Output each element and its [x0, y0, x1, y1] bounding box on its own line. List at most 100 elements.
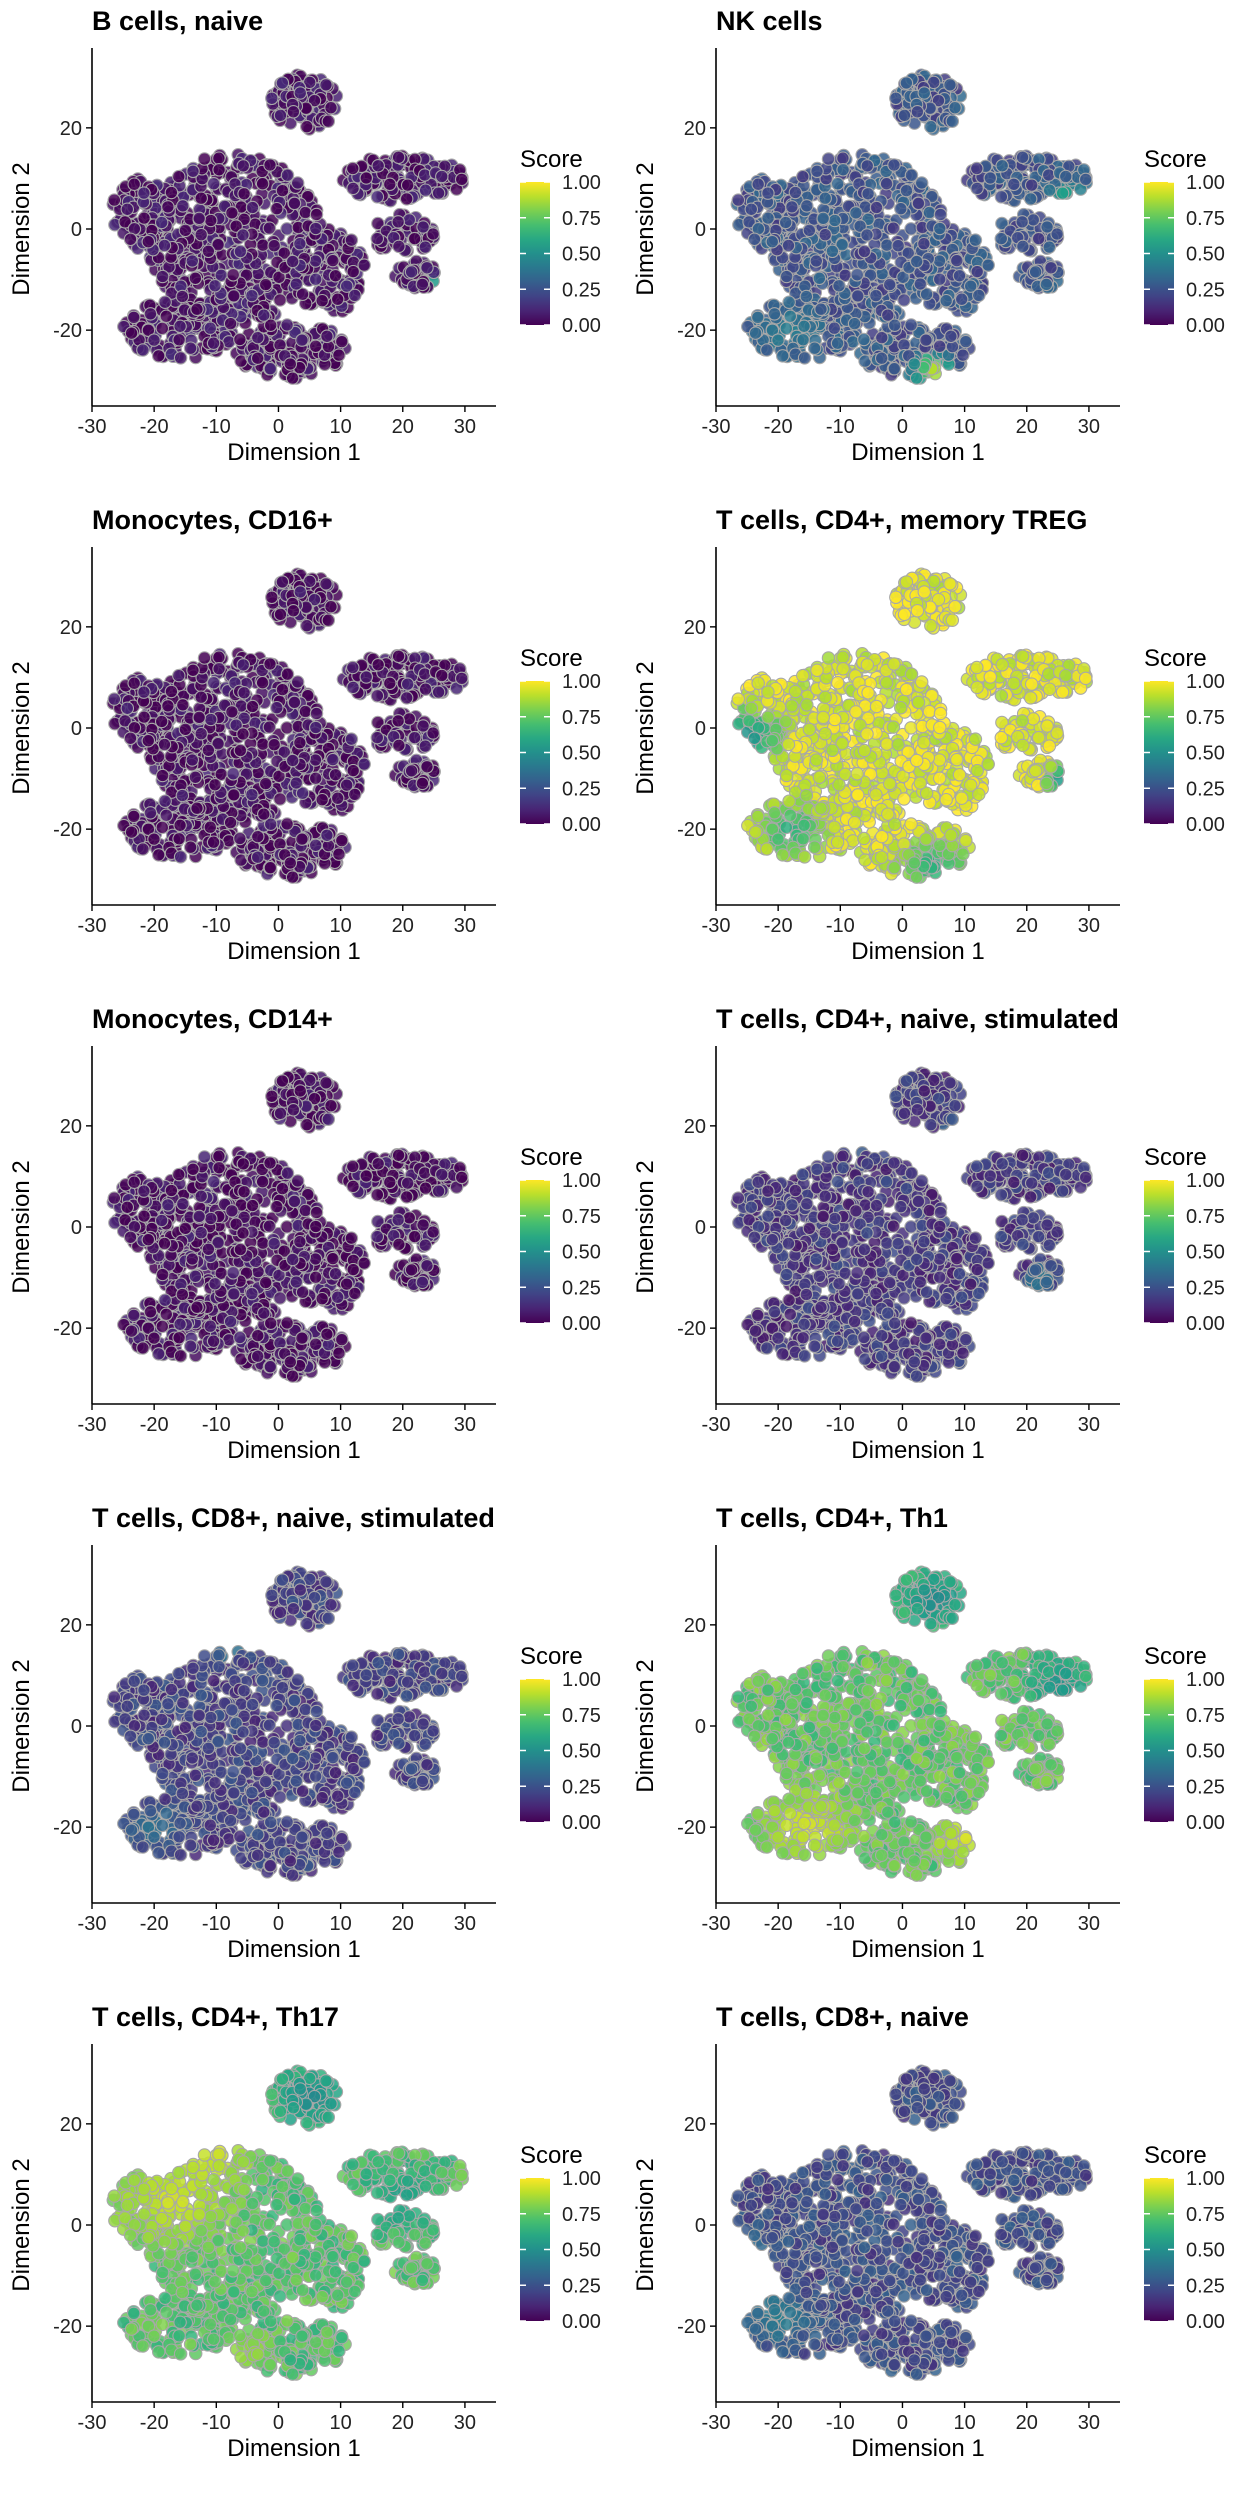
legend-title: Score	[520, 146, 583, 173]
data-point	[225, 705, 239, 719]
data-point	[426, 227, 440, 241]
legend-tick-label: 0.50	[562, 743, 601, 765]
y-axis-label: Dimension 2	[8, 162, 35, 295]
data-point	[233, 831, 247, 846]
data-point	[309, 706, 324, 721]
data-point	[236, 159, 251, 173]
chart-panel: NK cells -30 -20 -10 0 10 20 30 -20 0 20 Dimension …	[624, 0, 1248, 499]
data-point	[328, 768, 343, 782]
data-point	[251, 829, 265, 844]
data-point	[400, 178, 415, 192]
data-point	[190, 801, 204, 815]
data-point	[748, 326, 763, 340]
data-point	[400, 677, 415, 691]
chart-panel: B cells, naive -30 -20 -10 0 10 20 30 -20 0 20 Dime…	[0, 0, 624, 499]
data-point	[970, 264, 984, 279]
data-point	[263, 860, 278, 875]
data-point	[836, 163, 850, 177]
data-point	[911, 196, 926, 211]
data-point	[120, 701, 135, 716]
data-point	[155, 269, 170, 284]
data-point	[273, 792, 287, 806]
data-point	[258, 277, 273, 292]
data-point	[141, 733, 156, 748]
y-tick-label: 0	[695, 219, 706, 241]
data-point	[847, 316, 862, 331]
data-point	[257, 308, 271, 322]
data-point	[280, 817, 294, 831]
data-point	[227, 788, 241, 802]
x-tick-label: -30	[78, 416, 107, 438]
data-point	[309, 207, 324, 222]
data-point	[886, 221, 901, 235]
data-point	[779, 269, 794, 284]
legend-tick-label: 0.25	[1186, 279, 1225, 301]
data-point	[298, 205, 313, 220]
data-point	[346, 763, 360, 778]
data-point	[869, 288, 883, 303]
data-point	[206, 835, 221, 849]
data-point	[273, 108, 288, 123]
x-tick-label: 20	[1016, 416, 1038, 438]
data-point	[418, 240, 433, 254]
data-point	[332, 348, 346, 362]
data-point	[161, 699, 175, 713]
data-point	[932, 272, 947, 287]
data-point	[857, 332, 871, 347]
data-point	[293, 735, 307, 750]
data-point	[155, 321, 170, 336]
data-point	[778, 215, 793, 230]
data-point	[415, 277, 430, 292]
data-point	[120, 202, 135, 217]
data-point	[270, 201, 284, 216]
data-points	[106, 68, 469, 385]
data-point	[270, 700, 284, 715]
data-point	[904, 318, 918, 332]
data-point	[416, 220, 430, 234]
data-point	[233, 332, 247, 347]
data-point	[265, 91, 279, 106]
data-point	[994, 190, 1009, 204]
data-point	[185, 254, 200, 268]
data-point	[203, 321, 218, 335]
data-point	[431, 186, 446, 200]
data-point	[154, 215, 169, 230]
chart-panel: Monocytes, CD16+ -30 -20 -10 0 10 20 30 -20 0 20 Di…	[0, 499, 624, 998]
data-point	[123, 731, 138, 746]
data-point	[950, 253, 964, 268]
chart-title: T cells, CD4+, memory TREG	[716, 505, 1088, 535]
data-point	[830, 177, 845, 191]
data-point	[431, 685, 446, 699]
data-point	[836, 151, 850, 165]
x-tick-label: -20	[140, 416, 169, 438]
data-point	[262, 221, 277, 235]
data-point	[959, 334, 973, 349]
data-point	[1040, 220, 1054, 234]
data-point	[761, 186, 775, 200]
data-point	[188, 271, 203, 286]
data-point	[418, 682, 433, 696]
data-point	[799, 289, 814, 304]
x-tick-label: -10	[826, 416, 855, 438]
legend-tick-label: 0.25	[562, 778, 601, 800]
data-point	[173, 319, 187, 334]
data-point	[293, 585, 308, 599]
legend-title: Score	[520, 645, 583, 672]
data-point	[308, 339, 323, 354]
data-point	[143, 307, 158, 321]
data-point	[931, 93, 946, 108]
data-point	[913, 277, 928, 291]
data-point	[158, 794, 172, 808]
data-point	[344, 233, 359, 247]
data-point	[1078, 172, 1093, 187]
data-point	[164, 684, 179, 699]
data-point	[370, 730, 385, 745]
data-point	[952, 269, 967, 283]
data-point	[346, 660, 360, 675]
data-point	[298, 704, 313, 719]
data-point	[309, 221, 323, 236]
data-point	[344, 732, 359, 746]
